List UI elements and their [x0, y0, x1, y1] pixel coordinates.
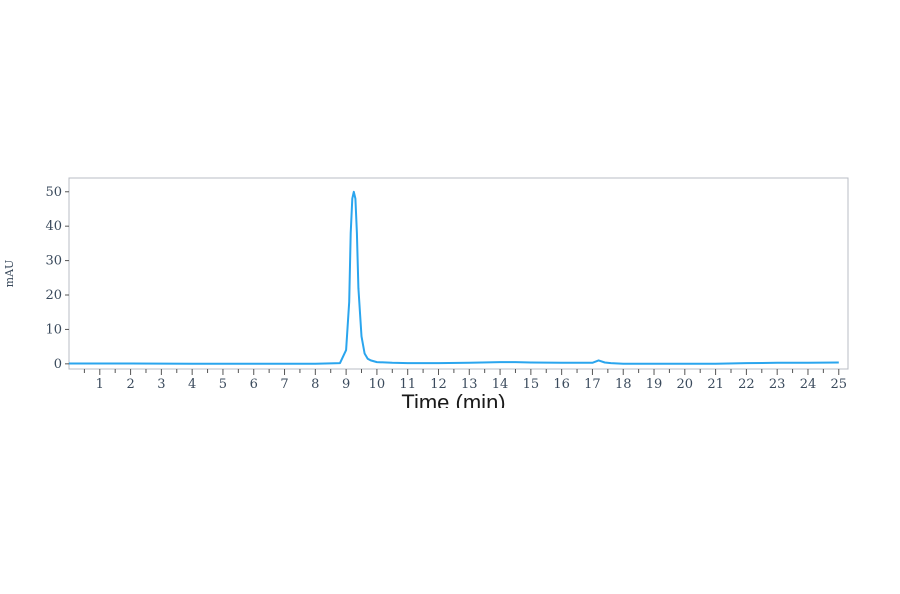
x-tick-label: 24 [800, 377, 817, 392]
x-tick-label: 20 [677, 377, 694, 392]
y-axis: 0 10 20 30 40 50 [45, 185, 69, 372]
x-tick-label: 19 [646, 377, 663, 392]
chromatogram-chart: 0 10 20 30 40 50 1 2 3 4 5 6 7 8 9 10 11 12 13 14 15 16 17 18 1… [0, 176, 852, 408]
x-tick-label: 13 [461, 377, 478, 392]
x-tick-label: 3 [157, 377, 165, 392]
y-tick-label: 40 [45, 219, 62, 234]
x-tick-label: 21 [707, 377, 724, 392]
y-tick-label: 10 [45, 322, 62, 337]
x-tick-label: 22 [738, 377, 755, 392]
y-tick-label: 30 [45, 254, 62, 269]
y-tick-label: 50 [45, 185, 62, 200]
x-axis: 1 2 3 4 5 6 7 8 9 10 11 12 13 14 15 16 17 18 19 20 21 22 23 24 2… [83, 369, 847, 392]
x-tick-label: 2 [126, 377, 134, 392]
x-tick-label: 9 [342, 377, 350, 392]
x-tick-label: 15 [523, 377, 540, 392]
x-tick-label: 25 [830, 377, 847, 392]
x-tick-label: 11 [399, 377, 416, 392]
x-tick-label: 12 [430, 377, 447, 392]
plot-frame [68, 177, 849, 370]
x-tick-label: 4 [188, 377, 196, 392]
x-tick-label: 17 [584, 377, 601, 392]
x-tick-label: 1 [96, 377, 104, 392]
x-tick-label: 8 [311, 377, 319, 392]
y-tick-label: 0 [54, 357, 62, 372]
x-tick-label: 14 [492, 377, 509, 392]
x-tick-label: 18 [615, 377, 632, 392]
y-tick-label: 20 [45, 288, 62, 303]
y-axis-label: mAU [3, 260, 16, 288]
x-tick-label: 7 [280, 377, 288, 392]
series-line [69, 190, 839, 365]
x-tick-label: 23 [769, 377, 786, 392]
x-tick-label: 5 [219, 377, 227, 392]
x-axis-label: Time (min) [401, 390, 505, 408]
x-tick-label: 6 [250, 377, 258, 392]
x-tick-label: 10 [369, 377, 386, 392]
x-tick-label: 16 [553, 377, 570, 392]
